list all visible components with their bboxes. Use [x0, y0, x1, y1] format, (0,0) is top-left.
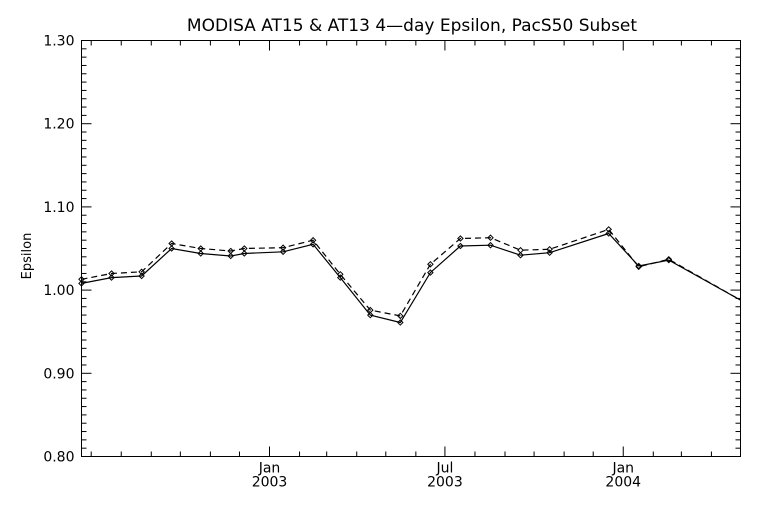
- data-point-solid: [517, 251, 524, 259]
- data-point-dashed: [197, 245, 205, 252]
- series-line-dashed: [81, 228, 741, 317]
- data-point-dashed: [78, 275, 85, 283]
- data-point-solid: [227, 252, 235, 260]
- y-tick-label: 1.00: [43, 283, 74, 299]
- data-point-solid: [78, 280, 85, 287]
- data-point-solid: [108, 274, 115, 281]
- data-point-dashed: [546, 245, 553, 253]
- data-point-solid: [279, 248, 287, 256]
- data-point-solid: [457, 242, 464, 250]
- series-group: [78, 226, 741, 326]
- data-point-dashed: [279, 244, 287, 252]
- data-point-solid: [197, 250, 205, 257]
- x-tick-label-year: 2004: [605, 475, 641, 491]
- data-point-dashed: [427, 260, 434, 268]
- x-tick-label-month: Jan: [611, 461, 634, 477]
- y-axis-label: Epsilon: [20, 233, 35, 280]
- x-tick-label-month: Jan: [258, 461, 281, 477]
- data-point-dashed: [168, 240, 175, 247]
- data-point-solid: [366, 311, 374, 319]
- data-point-dashed: [457, 235, 464, 242]
- y-tick-label: 0.80: [43, 450, 74, 466]
- data-point-dashed: [605, 226, 613, 233]
- data-point-dashed: [487, 234, 494, 242]
- plot-frame: [81, 40, 741, 457]
- data-point-solid: [665, 256, 673, 264]
- data-point-dashed: [635, 263, 643, 271]
- data-point-dashed: [665, 255, 673, 263]
- x-tick-label-month: Jul: [435, 461, 453, 477]
- data-point-solid: [240, 250, 248, 257]
- x-tick-label-year: 2003: [427, 475, 463, 491]
- data-point-dashed: [366, 306, 374, 314]
- data-point-dashed: [336, 270, 344, 278]
- series-line-solid: [81, 232, 741, 324]
- y-tick-label: 0.90: [43, 366, 74, 382]
- data-point-solid: [605, 230, 613, 237]
- data-point-solid: [427, 269, 434, 276]
- data-point-dashed: [138, 268, 145, 276]
- data-point-solid: [396, 319, 404, 326]
- data-point-solid: [138, 272, 145, 280]
- data-point-dashed: [240, 245, 248, 252]
- data-point-dashed: [396, 312, 404, 320]
- data-point-dashed: [108, 270, 115, 277]
- data-point-solid: [168, 245, 175, 252]
- y-tick-label: 1.30: [43, 34, 74, 50]
- x-tick-label-year: 2003: [252, 475, 288, 491]
- y-tick-label: 1.20: [43, 117, 74, 133]
- chart-title: MODISA AT15 & AT13 4—day Epsilon, PacS50…: [187, 16, 637, 36]
- ticks-group: 0.800.901.001.101.201.30Jan2003Jul2003Ja…: [43, 34, 741, 491]
- data-point-dashed: [517, 246, 524, 254]
- y-tick-label: 1.10: [43, 200, 74, 216]
- data-point-solid: [487, 241, 494, 249]
- data-point-solid: [546, 249, 553, 257]
- data-point-dashed: [309, 236, 317, 244]
- data-point-dashed: [227, 247, 235, 255]
- data-point-solid: [309, 240, 317, 248]
